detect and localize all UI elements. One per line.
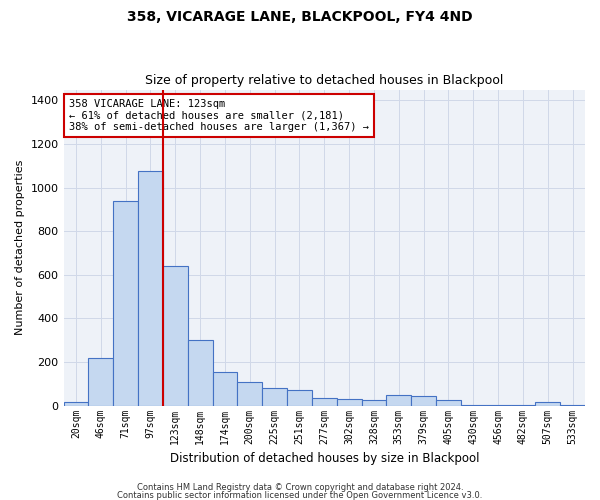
Bar — [535, 402, 560, 406]
Title: Size of property relative to detached houses in Blackpool: Size of property relative to detached ho… — [145, 74, 503, 87]
Bar — [188, 340, 212, 406]
Bar — [461, 404, 485, 406]
Text: Contains HM Land Registry data © Crown copyright and database right 2024.: Contains HM Land Registry data © Crown c… — [137, 484, 463, 492]
Bar — [337, 399, 362, 406]
Bar — [88, 358, 113, 406]
X-axis label: Distribution of detached houses by size in Blackpool: Distribution of detached houses by size … — [170, 452, 479, 465]
Bar — [163, 266, 188, 406]
Bar — [138, 172, 163, 406]
Bar — [287, 390, 312, 406]
Y-axis label: Number of detached properties: Number of detached properties — [15, 160, 25, 336]
Bar — [212, 372, 238, 406]
Bar — [485, 404, 511, 406]
Text: 358, VICARAGE LANE, BLACKPOOL, FY4 4ND: 358, VICARAGE LANE, BLACKPOOL, FY4 4ND — [127, 10, 473, 24]
Bar — [560, 405, 585, 406]
Text: Contains public sector information licensed under the Open Government Licence v3: Contains public sector information licen… — [118, 490, 482, 500]
Bar — [113, 200, 138, 406]
Bar — [511, 405, 535, 406]
Bar — [238, 382, 262, 406]
Bar — [411, 396, 436, 406]
Text: 358 VICARAGE LANE: 123sqm
← 61% of detached houses are smaller (2,181)
38% of se: 358 VICARAGE LANE: 123sqm ← 61% of detac… — [69, 99, 369, 132]
Bar — [362, 400, 386, 406]
Bar — [436, 400, 461, 406]
Bar — [386, 394, 411, 406]
Bar — [64, 402, 88, 406]
Bar — [262, 388, 287, 406]
Bar — [312, 398, 337, 406]
